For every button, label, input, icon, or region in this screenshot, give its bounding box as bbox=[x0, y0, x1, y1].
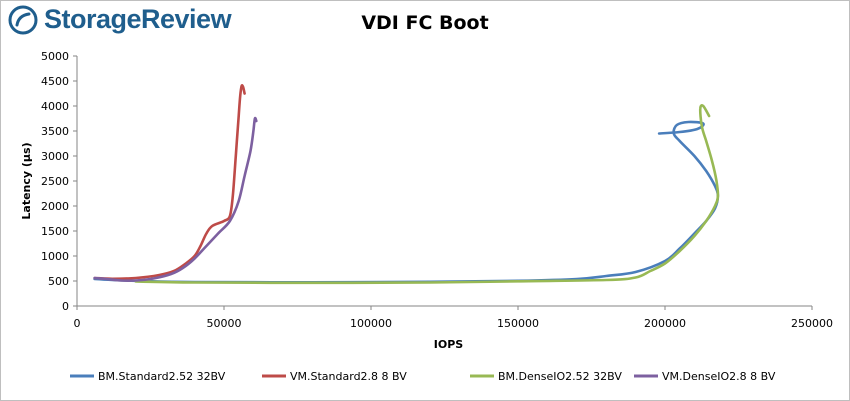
x-tick-label: 0 bbox=[74, 317, 81, 330]
x-tick-label: 200000 bbox=[644, 317, 686, 330]
y-tick-label: 500 bbox=[48, 275, 69, 288]
legend-label-1: BM.Standard2.52 32BV bbox=[98, 370, 226, 383]
series-line-4 bbox=[93, 116, 258, 283]
y-tick-label: 4000 bbox=[41, 100, 69, 113]
y-axis-label: Latency (µs) bbox=[20, 142, 33, 219]
brand-logo: StorageReview bbox=[8, 4, 232, 35]
x-tick-label: 50000 bbox=[207, 317, 242, 330]
x-tick-label: 250000 bbox=[791, 317, 833, 330]
y-tick-label: 5000 bbox=[41, 50, 69, 63]
y-tick-label: 2000 bbox=[41, 200, 69, 213]
series-line-2 bbox=[93, 84, 246, 281]
y-tick-label: 1000 bbox=[41, 250, 69, 263]
legend-label-2: VM.Standard2.8 8 BV bbox=[290, 370, 407, 383]
series-line-3 bbox=[134, 104, 720, 285]
legend-label-4: VM.DenseIO2.8 8 BV bbox=[662, 370, 776, 383]
storagereview-logo-icon bbox=[8, 5, 38, 34]
brand-name: StorageReview bbox=[44, 4, 232, 34]
x-tick-label: 100000 bbox=[350, 317, 392, 330]
y-tick-label: 0 bbox=[62, 300, 69, 313]
series-line-1 bbox=[93, 120, 720, 284]
y-tick-label: 3500 bbox=[41, 125, 69, 138]
chart-title: VDI FC Boot bbox=[361, 12, 489, 34]
x-tick-label: 150000 bbox=[497, 317, 539, 330]
y-tick-label: 4500 bbox=[41, 75, 69, 88]
y-tick-label: 1500 bbox=[41, 225, 69, 238]
x-axis-label: IOPS bbox=[434, 338, 464, 351]
y-tick-label: 3000 bbox=[41, 150, 69, 163]
y-tick-label: 2500 bbox=[41, 175, 69, 188]
legend-label-3: BM.DenseIO2.52 32BV bbox=[498, 370, 622, 383]
